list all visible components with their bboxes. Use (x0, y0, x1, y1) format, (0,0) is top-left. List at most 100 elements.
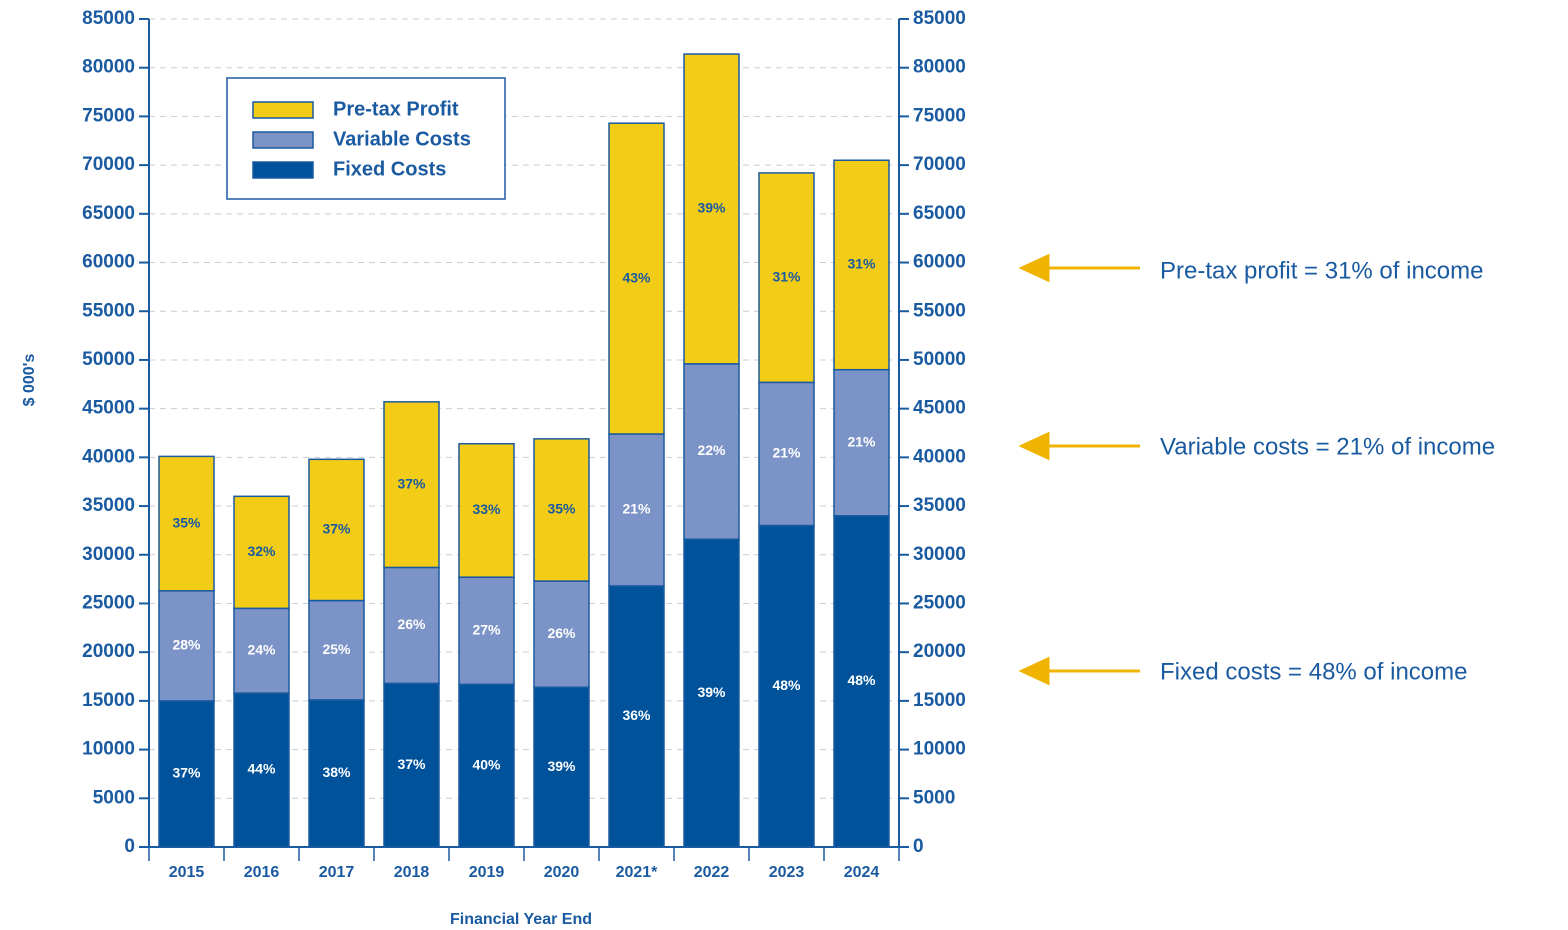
y-tick-label: 10000 (82, 739, 135, 760)
bar-segment (758, 172, 815, 384)
y-tick-label: 20000 (82, 641, 135, 662)
segment-label: 31% (847, 256, 876, 272)
y2-tick-label: 25000 (913, 592, 966, 613)
segment-label: 43% (622, 269, 651, 285)
legend-swatch (252, 131, 314, 149)
segment-label: 22% (697, 442, 726, 458)
segment-label: 21% (772, 445, 801, 461)
x-axis-title: Financial Year End (450, 911, 592, 928)
bar-segment (308, 699, 365, 848)
y-axis-title: $ 000's (21, 354, 38, 407)
y-tick-label: 40000 (82, 446, 135, 467)
y-tick-label: 0 (124, 836, 135, 857)
segment-label: 27% (472, 621, 501, 637)
annotation: Variable costs = 21% of income (1160, 433, 1495, 460)
y2-tick-label: 40000 (913, 446, 966, 467)
bar-segment (383, 566, 440, 685)
segment-label: 33% (472, 501, 501, 517)
bar-segment (833, 515, 890, 848)
y2-tick-label: 5000 (913, 787, 955, 808)
y-tick-label: 65000 (82, 203, 135, 224)
segment-label: 44% (247, 761, 276, 777)
y-tick-label: 30000 (82, 544, 135, 565)
legend-label: Fixed Costs (333, 158, 446, 180)
y2-tick-label: 85000 (913, 8, 966, 29)
x-tick-label: 2020 (544, 864, 580, 881)
segment-label: 39% (547, 758, 576, 774)
segment-label: 35% (547, 501, 576, 517)
legend-swatch (252, 161, 314, 179)
y2-tick-label: 80000 (913, 57, 966, 78)
arrow-head (1018, 656, 1050, 686)
bar-segment (608, 122, 665, 435)
bar-segment (233, 607, 290, 694)
segment-label: 48% (772, 677, 801, 693)
x-tick-label: 2016 (244, 864, 280, 881)
bar-segment (458, 683, 515, 848)
y-tick-label: 35000 (82, 495, 135, 516)
bar-segment (458, 576, 515, 686)
segment-label: 25% (322, 641, 351, 657)
y2-tick-label: 10000 (913, 739, 966, 760)
x-tick-label: 2024 (844, 864, 880, 881)
x-tick-label: 2017 (319, 864, 355, 881)
y-tick-label: 60000 (82, 252, 135, 273)
segment-label: 21% (847, 433, 876, 449)
x-tick-label: 2023 (769, 864, 805, 881)
y2-tick-label: 35000 (913, 495, 966, 516)
bar-segment (233, 692, 290, 848)
x-tick-label: 2019 (469, 864, 505, 881)
x-tick-label: 2022 (694, 864, 730, 881)
y-tick-label: 55000 (82, 300, 135, 321)
y-tick-label: 85000 (82, 8, 135, 29)
y-tick-label: 5000 (93, 787, 135, 808)
segment-label: 37% (322, 521, 351, 537)
bar-segment (683, 53, 740, 365)
bar-segment (158, 455, 215, 592)
segment-label: 39% (697, 200, 726, 216)
segment-label: 32% (247, 543, 276, 559)
bar-segment (158, 700, 215, 848)
segment-label: 26% (397, 616, 426, 632)
bar-segment (308, 599, 365, 701)
y-tick-label: 80000 (82, 57, 135, 78)
segment-label: 48% (847, 672, 876, 688)
annotation: Pre-tax profit = 31% of income (1160, 257, 1483, 284)
x-tick-label: 2018 (394, 864, 430, 881)
bar-segment (758, 381, 815, 527)
annotation: Fixed costs = 48% of income (1160, 658, 1467, 685)
arrow-head (1018, 431, 1050, 461)
segment-label: 31% (772, 268, 801, 284)
y-tick-label: 25000 (82, 592, 135, 613)
bar-segment (608, 433, 665, 587)
segment-label: 26% (547, 625, 576, 641)
segment-label: 39% (697, 684, 726, 700)
segment-label: 28% (172, 637, 201, 653)
y-tick-label: 15000 (82, 690, 135, 711)
x-tick-label: 2015 (169, 864, 205, 881)
bar-segment (158, 590, 215, 702)
y2-tick-label: 0 (913, 836, 924, 857)
segment-label: 21% (622, 501, 651, 517)
y2-tick-label: 65000 (913, 203, 966, 224)
y2-tick-label: 60000 (913, 252, 966, 273)
y2-tick-label: 55000 (913, 300, 966, 321)
segment-label: 37% (397, 756, 426, 772)
annotation-arrows (1018, 253, 1140, 686)
bar-segment (533, 438, 590, 582)
y2-tick-label: 50000 (913, 349, 966, 370)
y-tick-label: 50000 (82, 349, 135, 370)
y-tick-label: 75000 (82, 105, 135, 126)
bar-segment (308, 458, 365, 602)
legend-label: Variable Costs (333, 128, 471, 150)
y2-tick-label: 30000 (913, 544, 966, 565)
segment-label: 24% (247, 641, 276, 657)
y2-tick-label: 45000 (913, 398, 966, 419)
y-tick-label: 45000 (82, 398, 135, 419)
bar-segment (833, 159, 890, 371)
bar-segment (383, 401, 440, 569)
legend-label: Pre-tax Profit (333, 98, 459, 120)
x-tick-label: 2021* (616, 864, 659, 881)
segment-label: 37% (397, 475, 426, 491)
